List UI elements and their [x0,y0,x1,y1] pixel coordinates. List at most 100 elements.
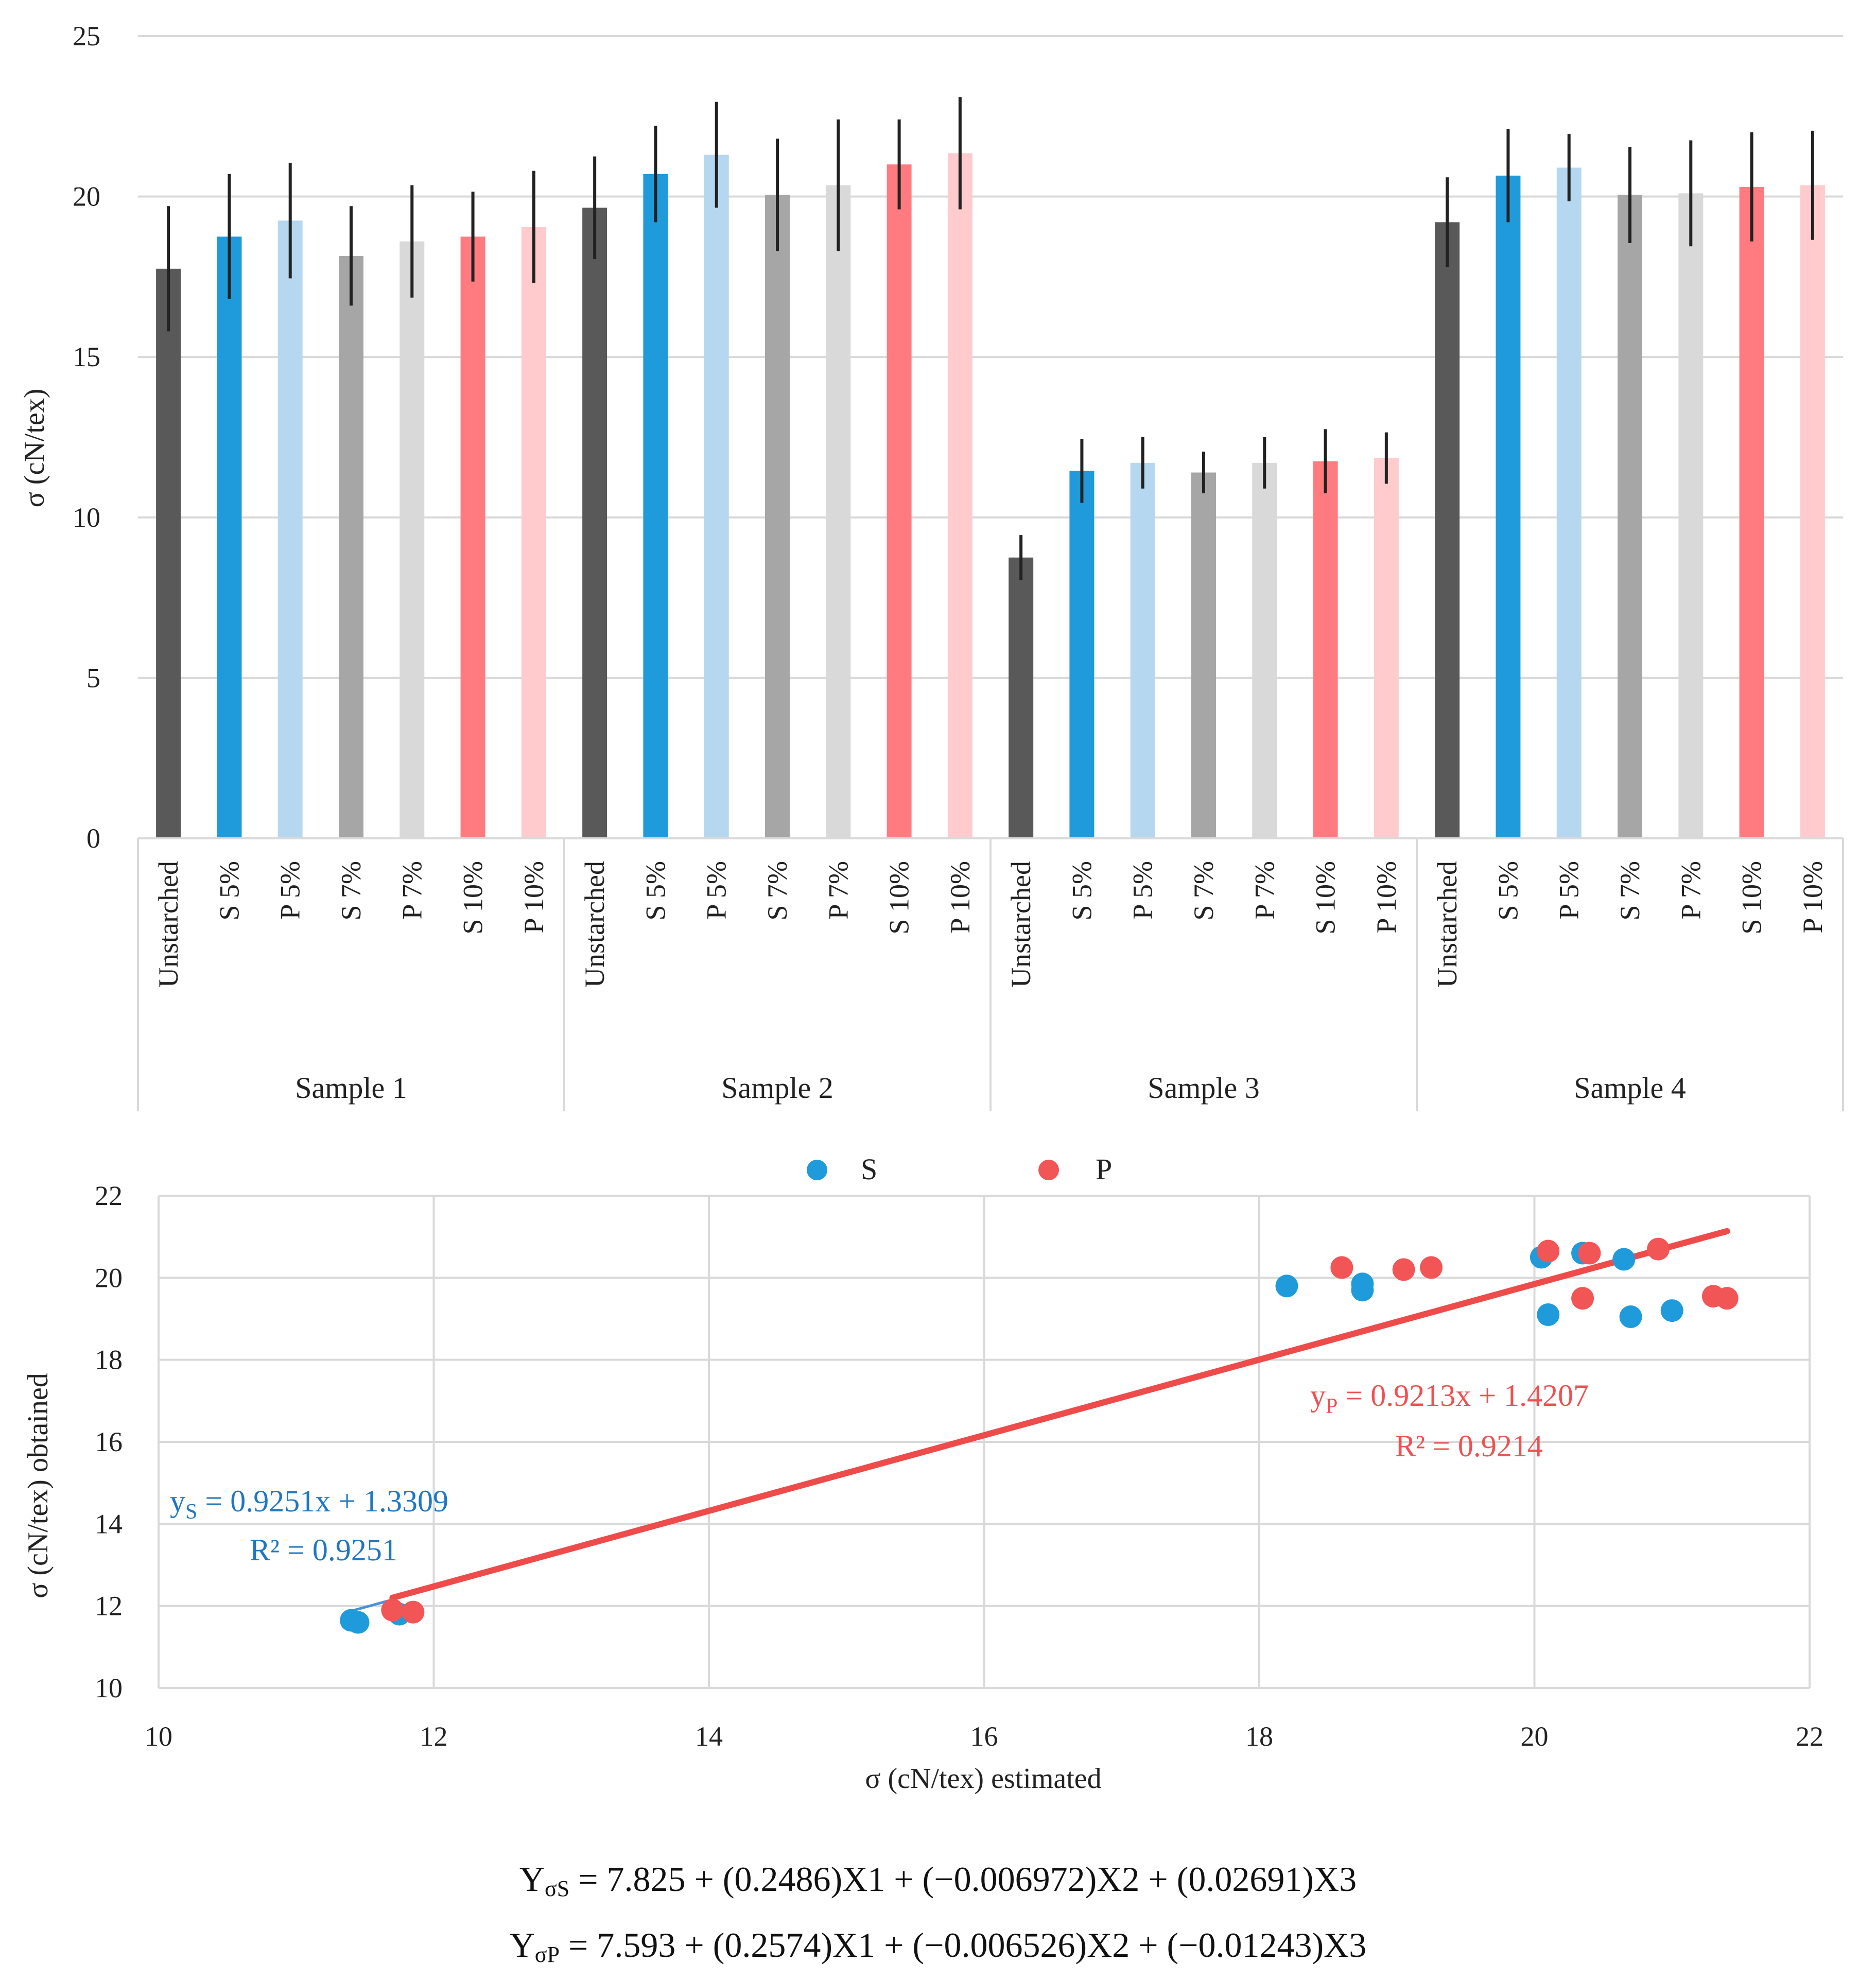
bar-category-label: S 10% [884,861,915,935]
bar-category-label: S 5% [640,861,671,921]
scatter-x-tick-label: 16 [970,1721,998,1752]
bar-category-label: P 7% [396,861,427,920]
bar-category-label: Unstarched [1005,861,1036,988]
scatter-point-s [1612,1248,1636,1271]
scatter-point-p [1420,1256,1443,1279]
scatter-point-s [1660,1299,1683,1322]
bar-category-label: S 7% [1614,861,1645,921]
bar-category-label: P 7% [823,861,854,920]
bar-y-tick-label: 15 [73,341,100,372]
scatter-y-tick-label: 12 [95,1591,123,1622]
bar-error-bars [167,97,1814,580]
bar-3-p-5 [1130,462,1155,838]
bar-1-s-5 [217,236,242,838]
scatter-x-tick-label: 12 [420,1721,448,1752]
bar-category-label: Unstarched [153,861,184,988]
bar-4-s-10 [1739,186,1764,838]
bar-y-tick-label: 20 [73,181,100,212]
bar-category-label: S 7% [336,861,367,921]
equation-p-body: = 0.9213x + 1.4207 [1337,1379,1589,1413]
scatter-point-s [1275,1275,1298,1298]
scatter-x-tick-label: 10 [145,1721,172,1752]
bar-2-p-5 [704,154,729,839]
legend-marker-s [807,1160,827,1180]
bar-series [156,153,1825,839]
bar-category-label: P 5% [275,861,306,920]
scatter-x-tick-label: 22 [1796,1721,1823,1752]
bar-chart: 0 5 10 15 20 25 Unstarched S 5% P 5% S 7% P 7% S 1… [19,21,1844,1111]
formula-p: YσP = 7.593 + (0.2574)X1 + (−0.006526)X2… [510,1925,1367,1967]
bar-3-p-10 [1374,458,1399,838]
bar-x-axis: Unstarched S 5% P 5% S 7% P 7% S 10% P 10% Samp… [137,837,1844,1111]
bar-category-label: P 7% [1675,861,1706,920]
bar-y-tick-label: 0 [86,823,100,854]
bar-category-label: S 10% [1736,861,1767,935]
equation-p: yP = 0.9213x + 1.4207 [1310,1379,1589,1418]
scatter-y-tick-label: 16 [95,1426,123,1457]
scatter-y-tick-label: 10 [95,1673,123,1703]
bar-group-label: Sample 2 [721,1071,833,1105]
scatter-point-p [1647,1237,1670,1261]
scatter-gridlines [158,1195,1811,1689]
scatter-point-s [1351,1279,1374,1302]
equation-s-body: = 0.9251x + 1.3309 [197,1484,448,1518]
bar-category-label: S 10% [1310,861,1341,935]
bar-2-s-5 [643,174,668,838]
equation-s-subscript: S [185,1500,197,1524]
formula-p-subscript: σP [535,1942,560,1967]
bar-4-s-7 [1618,195,1642,838]
formula-s-body: = 7.825 + (0.2486)X1 + (−0.006972)X2 + (… [569,1860,1357,1899]
bar-category-label: P 5% [1127,861,1158,920]
bar-1-s-10 [460,236,485,838]
scatter-point-p [1330,1256,1353,1279]
bar-category-label: P 5% [701,861,732,920]
scatter-x-tick-label: 18 [1245,1721,1273,1752]
bar-1-p-7 [399,241,425,838]
legend-label-s: S [861,1152,877,1186]
scatter-point-p [1571,1287,1594,1310]
bar-2-s-10 [887,164,912,838]
bar-category-label: S 5% [1492,861,1523,921]
bar-category-label: Unstarched [579,861,610,988]
scatter-x-tick-label: 14 [695,1721,723,1752]
bar-group-label: Sample 4 [1574,1071,1686,1105]
r2-s: R² = 0.9251 [250,1533,397,1567]
bar-1-p-5 [277,220,303,839]
scatter-legend: S P [807,1152,1112,1186]
scatter-points [340,1237,1739,1634]
bar-2-unstarched [582,208,607,838]
formula-s: YσS = 7.825 + (0.2486)X1 + (−0.006972)X2… [519,1860,1357,1901]
scatter-x-axis-label: σ (cN/tex) estimated [865,1763,1101,1795]
bar-category-label: S 10% [458,861,489,935]
bar-y-tick-label: 5 [86,662,100,693]
trendline-p [389,1228,1730,1601]
bar-category-label: P 10% [1797,861,1828,934]
equation-p-subscript: P [1326,1394,1337,1418]
bar-category-label: P 10% [945,861,976,934]
bar-category-label: P 10% [1371,861,1402,934]
scatter-point-p [1578,1242,1601,1265]
formula-p-y: Y [510,1925,535,1965]
formula-s-y: Y [519,1860,545,1899]
bar-4-p-5 [1556,167,1582,839]
bar-category-label: S 5% [1066,861,1097,921]
bar-category-label: S 7% [762,861,793,921]
bar-group-label: Sample 3 [1148,1071,1259,1105]
bar-4-s-5 [1496,176,1521,838]
bar-y-tick-label: 25 [73,21,100,51]
scatter-y-axis-label: σ (cN/tex) obtained [22,1373,54,1598]
bar-2-p-10 [947,153,972,838]
scatter-y-tick-label: 20 [95,1262,123,1293]
bar-group-label: Sample 1 [295,1071,407,1105]
r2-p: R² = 0.9214 [1395,1429,1543,1463]
bar-1-p-10 [521,227,546,839]
formula-p-body: = 7.593 + (0.2574)X1 + (−0.006526)X2 + (… [560,1925,1366,1965]
bar-y-ticks: 0 5 10 15 20 25 [73,21,100,854]
bar-gridlines [138,35,1843,679]
bar-y-tick-label: 10 [73,502,100,533]
legend-label-p: P [1096,1152,1112,1186]
bar-y-axis-label: σ (cN/tex) [19,389,50,508]
scatter-point-s [1537,1303,1560,1327]
scatter-x-tick-label: 20 [1521,1721,1549,1752]
